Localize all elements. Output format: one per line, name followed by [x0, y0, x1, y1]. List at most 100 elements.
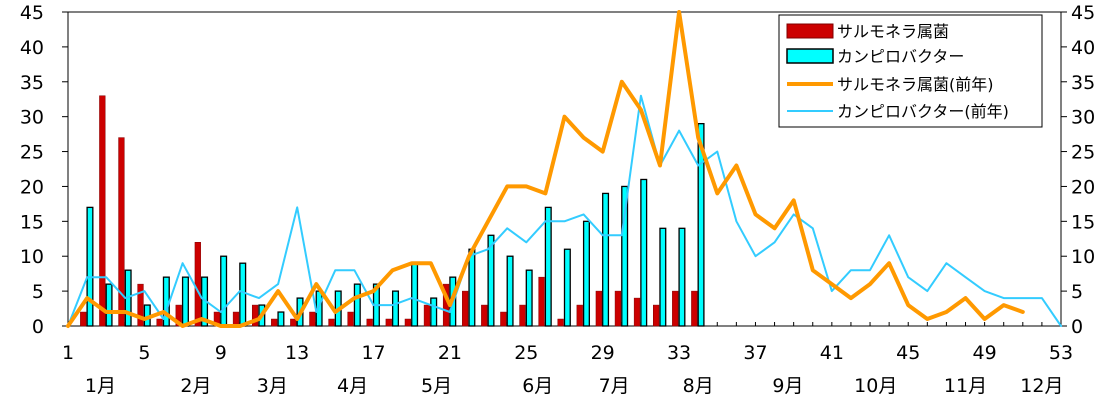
month-label: 6月 — [522, 375, 553, 397]
month-label: 2月 — [180, 375, 211, 397]
bar-campylobacter — [430, 297, 438, 327]
bar-salmonella — [232, 311, 240, 327]
bar-campylobacter — [353, 283, 361, 327]
bar-salmonella — [271, 318, 278, 327]
bar-campylobacter — [678, 227, 686, 327]
x-tick-label: 37 — [743, 342, 767, 364]
bar-campylobacter — [277, 311, 285, 327]
x-tick-label: 21 — [438, 342, 462, 364]
line-salmonella-prev — [66, 10, 1025, 328]
bar-salmonella — [290, 318, 297, 327]
y-tick-label-right: 30 — [1071, 107, 1095, 129]
bar-campylobacter — [468, 248, 476, 327]
bar-salmonella — [251, 304, 259, 327]
legend-label-campylobacter: カンピロバクター — [837, 47, 964, 66]
y-tick-label-left: 10 — [20, 246, 44, 268]
line-campylobacter-prev — [67, 94, 1062, 327]
x-tick-label: 25 — [514, 342, 538, 364]
x-tick-label: 17 — [361, 342, 385, 364]
bar-campylobacter — [181, 276, 189, 327]
month-label: 1月 — [85, 375, 116, 397]
bar-campylobacter — [563, 248, 571, 327]
month-label: 11月 — [944, 375, 987, 397]
bar-campylobacter — [621, 185, 629, 327]
bar-salmonella — [80, 311, 87, 327]
bar-campylobacter — [411, 262, 419, 327]
y-tick-label-right: 5 — [1071, 281, 1083, 303]
month-label: 10月 — [854, 375, 897, 397]
bar-campylobacter — [602, 192, 610, 327]
month-label: 3月 — [257, 375, 288, 397]
x-tick-label: 33 — [667, 342, 691, 364]
y-tick-label-right: 35 — [1071, 72, 1095, 94]
bar-salmonella — [653, 304, 660, 327]
bar-campylobacter — [86, 206, 94, 327]
month-label: 8月 — [683, 375, 714, 397]
y-tick-label-left: 15 — [20, 211, 44, 233]
bar-salmonella — [328, 318, 335, 327]
y-tick-label-left: 35 — [20, 72, 44, 94]
month-label: 9月 — [772, 375, 803, 397]
bar-salmonella — [538, 276, 545, 327]
bar-salmonella — [462, 290, 469, 327]
x-tick-label: 5 — [138, 342, 150, 364]
legend-swatch-salmonella — [786, 23, 834, 39]
bar-campylobacter — [105, 283, 113, 327]
bar-campylobacter — [391, 290, 400, 327]
month-label: 5月 — [421, 375, 452, 397]
bar-salmonella — [423, 304, 431, 327]
month-label: 12月 — [1020, 375, 1063, 397]
bar-salmonella — [519, 304, 526, 327]
x-tick-label: 1 — [62, 342, 74, 364]
y-tick-label-right: 0 — [1071, 316, 1083, 338]
bar-campylobacter — [544, 206, 552, 327]
bar-campylobacter — [659, 227, 667, 327]
bar-salmonella — [347, 311, 354, 327]
bar-salmonella — [175, 304, 182, 327]
bar-campylobacter — [220, 255, 228, 327]
x-tick-label: 45 — [896, 342, 920, 364]
bar-salmonella — [691, 290, 698, 327]
bar-campylobacter — [697, 122, 705, 327]
bar-salmonella — [366, 318, 373, 327]
x-tick-label: 13 — [285, 342, 309, 364]
x-tick-label: 9 — [215, 342, 227, 364]
month-label: 4月 — [337, 375, 368, 397]
bar-salmonella — [633, 297, 641, 327]
bar-salmonella — [99, 95, 106, 327]
y-tick-label-left: 20 — [20, 176, 44, 198]
legend-swatch-campylobacter — [786, 48, 834, 64]
bar-salmonella — [309, 311, 316, 327]
x-tick-label: 29 — [591, 342, 615, 364]
y-tick-label-left: 0 — [32, 316, 44, 338]
legend-label-salmonella-prev: サルモネラ属菌(前年) — [837, 75, 994, 94]
y-tick-label-right: 15 — [1071, 211, 1095, 233]
bar-campylobacter — [640, 178, 648, 327]
y-tick-label-right: 20 — [1071, 176, 1095, 198]
bar-campylobacter — [582, 220, 590, 327]
y-tick-label-right: 45 — [1071, 2, 1095, 24]
bar-salmonella — [557, 318, 564, 327]
bar-salmonella — [595, 290, 602, 327]
y-tick-label-left: 25 — [20, 142, 44, 164]
bar-campylobacter — [525, 269, 533, 327]
month-label: 7月 — [599, 375, 630, 397]
bar-salmonella — [194, 242, 201, 327]
bar-salmonella — [118, 137, 125, 327]
y-tick-label-left: 30 — [20, 107, 44, 129]
bar-salmonella — [576, 304, 583, 327]
x-tick-label: 41 — [820, 342, 844, 364]
bar-salmonella — [672, 290, 679, 327]
bar-salmonella — [404, 318, 411, 327]
y-tick-label-right: 10 — [1071, 246, 1095, 268]
bar-campylobacter — [487, 234, 495, 327]
bar-salmonella — [156, 318, 163, 327]
bar-salmonella — [137, 283, 144, 327]
bar-campylobacter — [239, 262, 247, 327]
bar-campylobacter — [506, 255, 514, 327]
x-tick-label: 53 — [1049, 342, 1073, 364]
x-tick-label: 49 — [973, 342, 997, 364]
